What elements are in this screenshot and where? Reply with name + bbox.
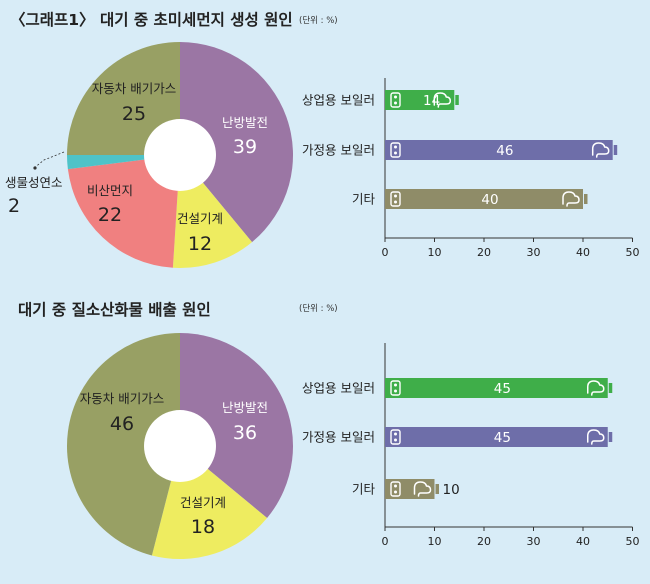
bar-category-상업용-보일러: 상업용 보일러 bbox=[302, 381, 375, 396]
x-tick-label-50: 50 bbox=[626, 246, 640, 259]
pie-value-자동차-배기가스: 46 bbox=[110, 413, 134, 435]
pie-slice-자동차-배기가스 bbox=[67, 42, 180, 155]
chart1-unit: (단위 : %) bbox=[299, 16, 338, 26]
pie-center-hole bbox=[144, 410, 216, 482]
bar-category-가정용-보일러: 가정용 보일러 bbox=[302, 430, 375, 445]
bar-value-상업용-보일러: 45 bbox=[494, 381, 511, 397]
plug-icon bbox=[390, 191, 401, 207]
x-tick-label-0: 0 bbox=[382, 535, 389, 548]
pie-label-생물성연소: 생물성연소 bbox=[5, 175, 63, 190]
plug-icon bbox=[390, 380, 401, 396]
pie-label-난방발전: 난방발전 bbox=[222, 400, 268, 415]
x-tick-label-40: 40 bbox=[576, 246, 590, 259]
leader-dot bbox=[33, 166, 37, 170]
x-tick-label-30: 30 bbox=[527, 535, 541, 548]
pie-value-생물성연소: 2 bbox=[8, 195, 20, 217]
pie-slice-비산먼지 bbox=[67, 155, 180, 268]
pie-chart-1: 난방발전 39 건설기계 12 비산먼지 22 생물성연소 2 자동차 배기가스 25 bbox=[5, 42, 294, 269]
chart2-unit: (단위 : %) bbox=[299, 304, 338, 314]
bar-category-가정용-보일러: 가정용 보일러 bbox=[302, 143, 375, 158]
pie-value-자동차-배기가스: 25 bbox=[122, 103, 146, 125]
pie-value-건설기계: 18 bbox=[191, 516, 215, 538]
pie-slice-난방발전 bbox=[180, 333, 294, 519]
bar-value-가정용-보일러: 45 bbox=[494, 430, 511, 446]
plug-icon bbox=[390, 142, 401, 158]
exhaust-cloud-icon bbox=[433, 92, 452, 108]
pie-label-비산먼지: 비산먼지 bbox=[87, 183, 133, 198]
x-tick-label-20: 20 bbox=[477, 535, 491, 548]
pie-label-자동차-배기가스: 자동차 배기가스 bbox=[80, 391, 164, 406]
pie-label-자동차-배기가스: 자동차 배기가스 bbox=[92, 81, 176, 96]
bar-가정용-보일러 bbox=[385, 140, 618, 160]
exhaust-cloud-icon bbox=[591, 142, 610, 158]
bar-기타 bbox=[385, 189, 588, 209]
bar-value-기타: 40 bbox=[481, 192, 498, 208]
plug-icon bbox=[390, 429, 401, 445]
bar-기타 bbox=[385, 479, 439, 499]
bar-value-기타: 10 bbox=[443, 482, 460, 498]
x-tick-label-30: 30 bbox=[527, 246, 541, 259]
bar-value-가정용-보일러: 46 bbox=[496, 143, 513, 159]
bar-가정용-보일러 bbox=[385, 427, 613, 447]
pie-value-건설기계: 12 bbox=[188, 233, 212, 255]
pie-label-건설기계: 건설기계 bbox=[177, 211, 223, 226]
pie-value-난방발전: 36 bbox=[233, 422, 257, 444]
pie-slice-난방발전 bbox=[180, 42, 294, 243]
exhaust-cloud-icon bbox=[413, 481, 432, 497]
bar-상업용-보일러 bbox=[385, 378, 613, 398]
bar-category-기타: 기타 bbox=[352, 192, 376, 207]
bar-상업용-보일러 bbox=[385, 90, 459, 110]
bar-category-기타: 기타 bbox=[352, 482, 376, 497]
chart2-title: 대기 중 질소산화물 배출 원인 bbox=[18, 301, 211, 319]
pie-label-난방발전: 난방발전 bbox=[222, 115, 268, 130]
pie-center-hole bbox=[144, 119, 216, 191]
pie-chart-2: 난방발전 36 건설기계 18 자동차 배기가스 46 bbox=[67, 333, 294, 560]
pie-slice-자동차-배기가스 bbox=[67, 333, 180, 556]
bar-category-상업용-보일러: 상업용 보일러 bbox=[302, 93, 375, 108]
pie-value-난방발전: 39 bbox=[233, 136, 257, 158]
exhaust-cloud-icon bbox=[562, 191, 580, 207]
x-tick-label-10: 10 bbox=[428, 535, 442, 548]
exhaust-cloud-icon bbox=[587, 429, 605, 445]
exhaust-cloud-icon bbox=[587, 380, 605, 396]
x-tick-label-0: 0 bbox=[382, 246, 389, 259]
leader-line bbox=[33, 151, 65, 169]
x-tick-label-10: 10 bbox=[428, 246, 442, 259]
plug-icon bbox=[390, 92, 401, 108]
x-tick-label-50: 50 bbox=[626, 535, 640, 548]
plug-icon bbox=[390, 481, 401, 497]
x-tick-label-40: 40 bbox=[576, 535, 590, 548]
bar-value-상업용-보일러: 14 bbox=[423, 93, 440, 109]
bar-chart-2: 0 10 20 30 40 50 상업용 보일러 45 가정용 보일러 45 기타 10 bbox=[302, 343, 640, 548]
chart1-title: 〈그래프1〉 대기 중 초미세먼지 생성 원인 bbox=[10, 11, 293, 29]
pie-label-건설기계: 건설기계 bbox=[180, 495, 226, 510]
pie-value-비산먼지: 22 bbox=[98, 204, 122, 226]
x-tick-label-20: 20 bbox=[477, 246, 491, 259]
bar-chart-1: 0 10 20 30 40 50 상업용 보일러 14 가정용 보일러 46 기타 40 bbox=[302, 78, 640, 259]
